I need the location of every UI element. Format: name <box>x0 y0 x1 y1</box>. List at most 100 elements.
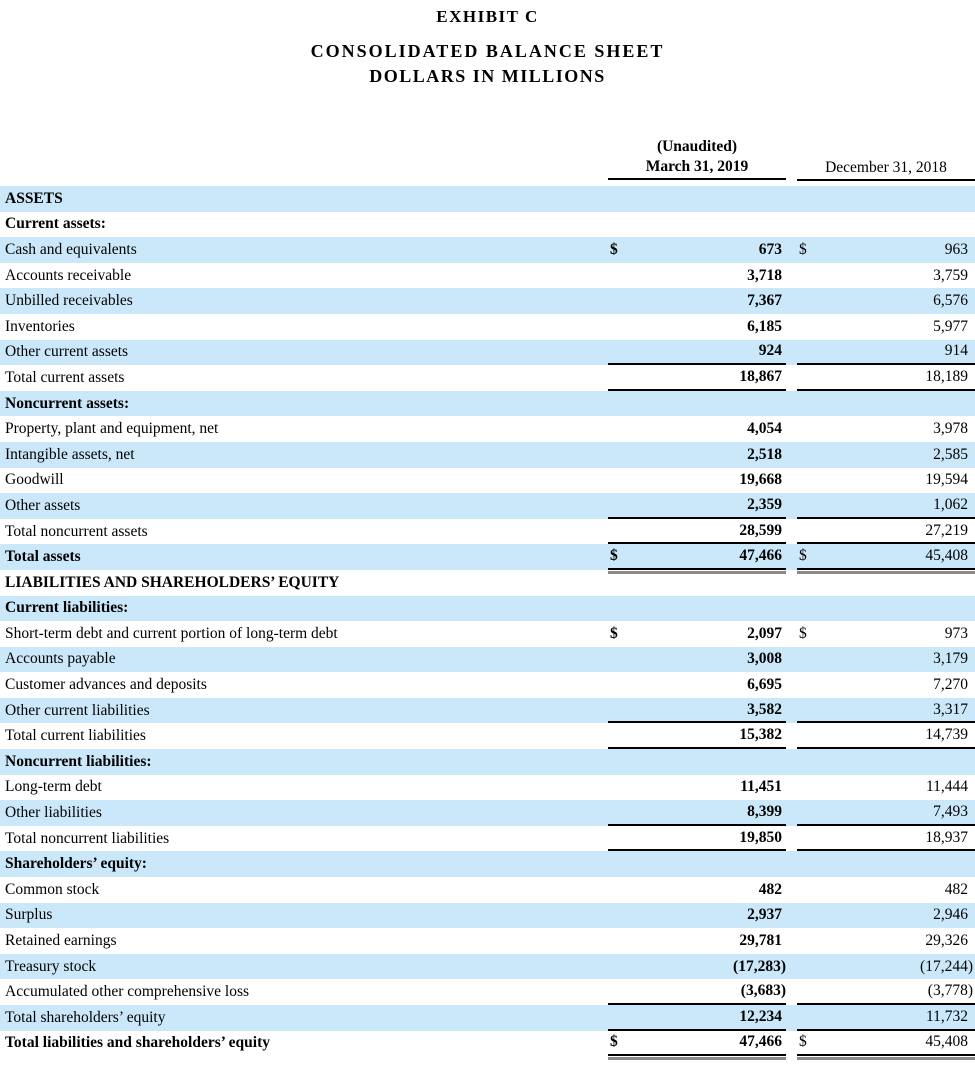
value-2018: 482 <box>944 880 968 898</box>
value-2019: 673 <box>758 240 782 258</box>
value-2018-cell: 3,317 <box>797 698 975 724</box>
column-gap <box>786 877 797 903</box>
value-2019-cell <box>608 570 786 596</box>
value-2018-cell: $973 <box>797 621 975 647</box>
column-gap <box>786 698 797 724</box>
value-2019: 2,937 <box>747 906 782 924</box>
column-gap <box>786 749 797 775</box>
value-2019: 47,466 <box>739 1033 782 1051</box>
row-label: LIABILITIES AND SHAREHOLDERS’ EQUITY <box>5 573 340 591</box>
value-2018-cell: 1,062 <box>797 493 975 519</box>
column-gap <box>786 596 797 622</box>
value-2019-cell: 19,850 <box>608 826 786 852</box>
value-2019: 3,008 <box>747 650 782 668</box>
value-2018: 45,408 <box>925 547 968 565</box>
exhibit-title: EXHIBIT C <box>436 7 539 26</box>
value-2018: 7,270 <box>933 676 968 694</box>
value-2018-cell: 5,977 <box>797 314 975 340</box>
value-2018: 2,946 <box>933 906 968 924</box>
value-2019: 3,718 <box>747 266 782 284</box>
row-label: Current assets: <box>5 215 106 233</box>
column-gap <box>786 468 797 494</box>
column-gap <box>786 314 797 340</box>
value-2018: 29,326 <box>925 932 968 950</box>
value-2019-cell <box>608 186 786 212</box>
row-label: Property, plant and equipment, net <box>5 420 219 438</box>
value-2018: 3,759 <box>933 266 968 284</box>
table-row: Long-term debt 11,451 11,444 <box>0 775 975 801</box>
dollar-sign: $ <box>799 1033 807 1051</box>
value-2019-cell: (3,683) <box>608 979 786 1005</box>
row-label: Accounts receivable <box>5 266 132 284</box>
value-2018: 3,978 <box>933 420 968 438</box>
table-row: Unbilled receivables 7,367 6,576 <box>0 288 975 314</box>
value-2018: 2,585 <box>933 445 968 463</box>
row-label: Intangible assets, net <box>5 445 135 463</box>
table-row: Total shareholders’ equity 12,234 11,732 <box>0 1005 975 1031</box>
row-label: Total assets <box>5 548 81 566</box>
value-2018: 6,576 <box>933 292 968 310</box>
table-row: LIABILITIES AND SHAREHOLDERS’ EQUITY <box>0 570 975 596</box>
document-subtitle: DOLLARS IN MILLIONS <box>369 66 606 86</box>
value-2018-cell: (17,244) <box>797 954 975 980</box>
value-2019: 28,599 <box>739 521 782 539</box>
column-gap <box>786 1031 797 1057</box>
value-2019-cell: 19,668 <box>608 468 786 494</box>
value-2019-cell: 12,234 <box>608 1005 786 1031</box>
value-2019-cell: 15,382 <box>608 723 786 750</box>
value-2018-cell: $45,408 <box>797 1031 975 1060</box>
value-2018: 11,732 <box>925 1007 968 1025</box>
value-2018: 14,739 <box>925 726 968 744</box>
value-2018-cell: 3,179 <box>797 647 975 673</box>
dollar-sign: $ <box>799 240 807 258</box>
column-gap <box>786 672 797 698</box>
table-row: Other assets 2,359 1,062 <box>0 493 975 519</box>
value-2019-cell: 29,781 <box>608 928 786 954</box>
table-row: Intangible assets, net 2,518 2,585 <box>0 441 975 468</box>
dollar-sign: $ <box>610 547 618 565</box>
value-2018: (17,244) <box>920 957 973 975</box>
table-row: Noncurrent liabilities: <box>0 749 975 775</box>
row-label: Retained earnings <box>5 932 117 950</box>
value-2019: 15,382 <box>739 726 782 744</box>
table-row: Total noncurrent assets 28,599 27,219 <box>0 519 975 545</box>
value-2018-cell: 29,326 <box>797 928 975 954</box>
column-gap <box>786 237 797 263</box>
value-2018: 3,179 <box>933 650 968 668</box>
column-gap <box>786 621 797 647</box>
value-2018-cell: 3,759 <box>797 263 975 289</box>
value-2018: 914 <box>944 342 968 360</box>
row-label: Noncurrent liabilities: <box>5 752 152 770</box>
value-2018: 7,493 <box>933 803 968 821</box>
row-label: Other current liabilities <box>5 701 150 719</box>
value-2019-cell: 11,451 <box>608 775 786 801</box>
table-row: Goodwill 19,668 19,594 <box>0 468 975 494</box>
value-2018: (3,778) <box>927 982 973 1000</box>
row-label: Short-term debt and current portion of l… <box>5 624 338 642</box>
column-gap <box>786 391 797 417</box>
value-2019-cell: 7,367 <box>608 288 786 314</box>
value-2019-cell: $47,466 <box>608 1031 786 1060</box>
row-label: Accounts payable <box>5 650 116 668</box>
value-2018-cell: 6,576 <box>797 288 975 314</box>
value-2019-cell: 3,008 <box>608 647 786 673</box>
column-gap <box>786 365 797 391</box>
value-2018-cell <box>797 570 975 596</box>
row-label: Treasury stock <box>5 957 97 975</box>
column-gap <box>786 954 797 980</box>
column-gap <box>786 493 797 519</box>
table-row: Retained earnings 29,781 29,326 <box>0 928 975 954</box>
table-row: Total current liabilities 15,382 14,739 <box>0 723 975 750</box>
row-label: Unbilled receivables <box>5 292 133 310</box>
value-2019: 47,466 <box>739 547 782 565</box>
column-gap <box>786 647 797 673</box>
value-2018-cell <box>797 596 975 622</box>
row-label: Customer advances and deposits <box>5 676 207 694</box>
value-2018: 11,444 <box>925 778 968 796</box>
table-row: Total noncurrent liabilities 19,850 18,9… <box>0 826 975 852</box>
table-row: Surplus 2,937 2,946 <box>0 902 975 929</box>
column-gap <box>786 800 797 826</box>
value-2018-cell <box>797 749 975 775</box>
value-2018-cell: $45,408 <box>797 544 975 574</box>
